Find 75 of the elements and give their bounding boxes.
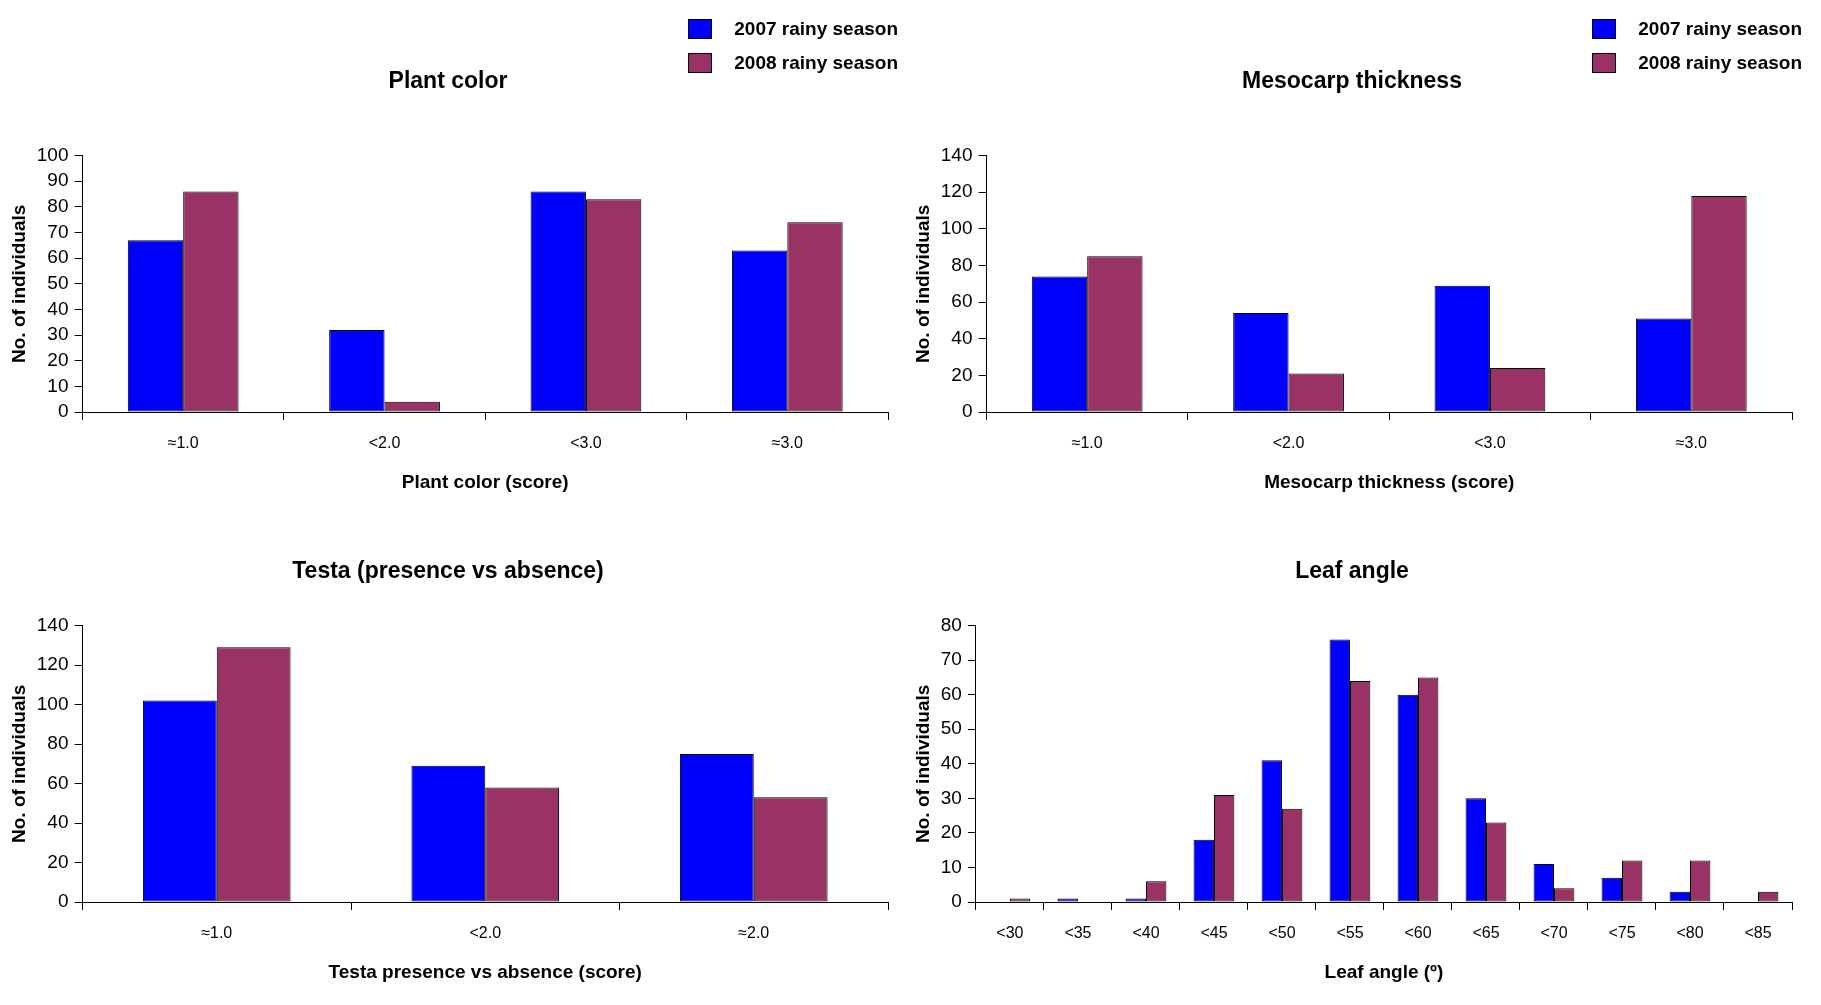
x-tick-label: ≈1.0 <box>167 434 199 452</box>
legend-label: 2007 rainy season <box>734 18 898 40</box>
x-tick-label: <60 <box>1404 924 1432 942</box>
y-tick-label: 80 <box>951 253 973 275</box>
x-tick-label: <50 <box>1268 924 1296 942</box>
y-tick-label: 10 <box>940 855 962 877</box>
x-tick-label: ≈3.0 <box>771 434 803 452</box>
x-tick-label: <75 <box>1608 924 1636 942</box>
x-tick-label: <55 <box>1336 924 1364 942</box>
y-tick-label: 30 <box>940 786 962 808</box>
y-tick-label: 80 <box>47 732 69 754</box>
y-axis-title: No. of individuals <box>911 684 933 843</box>
y-tick-label: 20 <box>940 821 962 843</box>
y-tick-label: 50 <box>940 717 962 739</box>
y-tick-label: 120 <box>940 180 973 202</box>
x-tick-label: <2.0 <box>469 924 502 942</box>
x-tick-label: <45 <box>1200 924 1228 942</box>
y-tick-label: 50 <box>47 272 69 294</box>
y-tick-label: 70 <box>47 220 69 242</box>
y-axis-title: No. of individuals <box>7 684 29 843</box>
y-tick-label: 40 <box>47 297 69 319</box>
x-tick-label: ≈2.0 <box>738 924 770 942</box>
legend-label: 2008 rainy season <box>734 52 898 74</box>
chart-title: Testa (presence vs absence) <box>292 557 604 584</box>
chart-title: Leaf angle <box>1295 557 1409 584</box>
y-tick-label: 40 <box>940 752 962 774</box>
y-tick-label: 20 <box>47 348 69 370</box>
x-tick-label: <80 <box>1676 924 1704 942</box>
y-tick-label: 0 <box>57 400 69 422</box>
x-tick-label: ≈3.0 <box>1675 434 1707 452</box>
y-tick-label: 70 <box>940 648 962 670</box>
y-tick-label: 30 <box>47 323 69 345</box>
x-tick-label: <40 <box>1132 924 1160 942</box>
y-tick-label: 140 <box>36 613 69 635</box>
y-tick-label: 120 <box>36 653 69 675</box>
y-tick-label: 100 <box>36 692 69 714</box>
x-tick-label: ≈1.0 <box>201 924 233 942</box>
y-tick-label: 100 <box>36 143 69 165</box>
y-tick-label: 60 <box>47 771 69 793</box>
x-axis-title: Mesocarp thickness (score) <box>1264 470 1515 492</box>
y-tick-label: 20 <box>47 850 69 872</box>
y-tick-label: 20 <box>951 363 973 385</box>
x-tick-label: <70 <box>1540 924 1568 942</box>
x-tick-label: ≈1.0 <box>1071 434 1103 452</box>
y-tick-label: 80 <box>940 613 962 635</box>
y-tick-label: 0 <box>951 890 962 912</box>
x-axis-title: Testa presence vs absence (score) <box>328 960 642 982</box>
x-tick-label: <2.0 <box>1272 434 1305 452</box>
y-tick-label: 10 <box>47 374 69 396</box>
y-tick-label: 90 <box>47 169 69 191</box>
y-tick-label: 60 <box>951 290 973 312</box>
legend-label: 2007 rainy season <box>1638 18 1802 40</box>
y-tick-label: 140 <box>940 143 973 165</box>
x-tick-label: <3.0 <box>1474 434 1506 452</box>
y-tick-label: 40 <box>951 326 973 348</box>
x-tick-label: <35 <box>1064 924 1092 942</box>
y-tick-label: 40 <box>47 811 69 833</box>
x-tick-label: <30 <box>996 924 1024 942</box>
y-axis-title: No. of individuals <box>911 204 933 363</box>
chart-title: Plant color <box>388 67 508 94</box>
y-tick-label: 0 <box>57 890 69 912</box>
x-tick-label: <65 <box>1472 924 1500 942</box>
y-axis-title: No. of individuals <box>7 204 29 363</box>
x-tick-label: <2.0 <box>368 434 401 452</box>
x-tick-label: <3.0 <box>570 434 602 452</box>
legend-label: 2008 rainy season <box>1638 52 1802 74</box>
x-tick-label: <85 <box>1744 924 1772 942</box>
y-tick-label: 60 <box>47 246 69 268</box>
y-tick-label: 60 <box>940 682 962 704</box>
y-tick-label: 80 <box>47 195 69 217</box>
y-tick-label: 0 <box>961 400 973 422</box>
chart-title: Mesocarp thickness <box>1242 67 1462 94</box>
y-tick-label: 100 <box>940 217 973 239</box>
x-axis-title: Leaf angle (º) <box>1324 960 1444 982</box>
x-axis-title: Plant color (score) <box>401 470 569 492</box>
